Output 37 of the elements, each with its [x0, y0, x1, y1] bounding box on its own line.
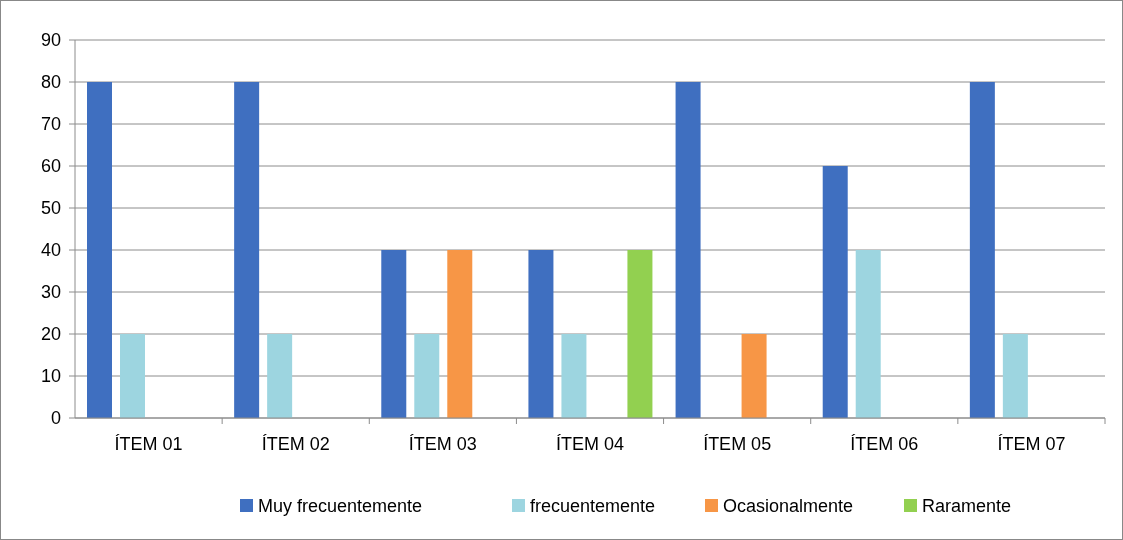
y-tick-label: 70	[40, 114, 61, 135]
bar	[120, 334, 145, 418]
y-tick-label: 50	[40, 198, 61, 219]
y-tick-label: 10	[40, 366, 61, 387]
bar	[561, 334, 587, 418]
bar	[267, 334, 293, 418]
y-tick-label: 80	[40, 72, 61, 93]
bar	[822, 166, 848, 418]
y-tick-label: 30	[40, 282, 61, 303]
bar	[447, 250, 473, 418]
y-tick-label: 20	[40, 324, 61, 345]
bar	[855, 250, 881, 418]
bar	[87, 82, 112, 418]
x-tick-label: ÍTEM 06	[850, 434, 919, 454]
bar	[414, 334, 440, 418]
x-tick-label: ÍTEM 02	[261, 434, 330, 454]
bar	[381, 250, 407, 418]
bar	[528, 250, 554, 418]
x-tick-label: ÍTEM 03	[408, 434, 477, 454]
y-tick-label: 40	[40, 240, 61, 261]
x-tick-label: ÍTEM 07	[997, 434, 1066, 454]
bar	[627, 250, 653, 418]
bar	[234, 82, 260, 418]
x-tick-label: ÍTEM 01	[114, 434, 183, 454]
x-tick-label: ÍTEM 04	[555, 434, 625, 454]
legend-label: frecuentemente	[530, 496, 656, 517]
legend-label: Muy frecuentemente	[258, 496, 423, 517]
x-tick-label: ÍTEM 05	[703, 434, 772, 454]
legend-label: Ocasionalmente	[723, 496, 854, 517]
y-tick-label: 90	[40, 30, 61, 51]
y-tick-label: 60	[40, 156, 61, 177]
bar	[741, 334, 767, 418]
bar	[1002, 334, 1028, 418]
bar	[675, 82, 701, 418]
bar	[969, 82, 995, 418]
y-tick-label: 0	[50, 408, 61, 429]
legend-label: Raramente	[922, 496, 1012, 517]
